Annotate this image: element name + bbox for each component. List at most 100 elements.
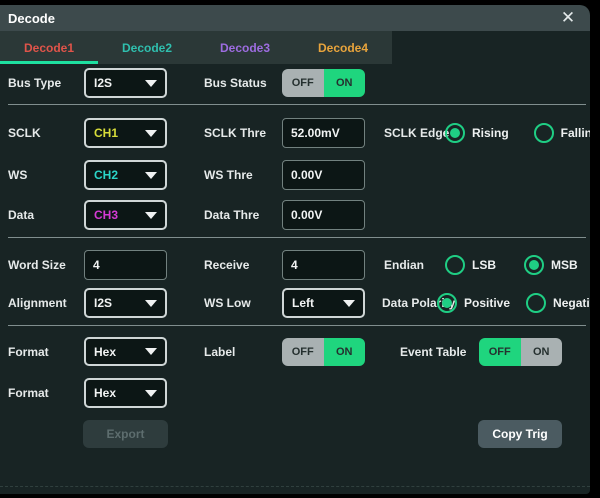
- chevron-down-icon: [145, 129, 157, 137]
- msb-label: MSB: [551, 258, 578, 272]
- radio-icon: [437, 293, 457, 313]
- data-thre-label: Data Thre: [204, 208, 260, 222]
- bus-status-toggle: OFF ON: [282, 69, 365, 97]
- sclk-edge-label: SCLK Edge: [384, 126, 450, 140]
- word-size-input[interactable]: [84, 250, 167, 280]
- export-button[interactable]: Export: [83, 420, 168, 448]
- data-thre-input[interactable]: [282, 200, 365, 230]
- format2-value: Hex: [94, 386, 117, 400]
- chevron-down-icon: [343, 299, 355, 307]
- ws-low-label: WS Low: [204, 296, 251, 310]
- endian-radios: LSB MSB: [445, 250, 578, 280]
- radio-icon: [445, 123, 465, 143]
- bus-status-on[interactable]: ON: [323, 69, 365, 97]
- graticule-hline: [0, 486, 590, 487]
- data-polarity-radios: Positive Negative: [437, 288, 590, 318]
- event-table-on[interactable]: ON: [520, 338, 562, 366]
- radio-icon: [524, 255, 544, 275]
- tab-decode3-label: Decode3: [219, 40, 271, 55]
- label-on[interactable]: ON: [323, 338, 365, 366]
- sclk-edge-rising-radio[interactable]: Rising: [445, 123, 509, 143]
- active-tab-underline: [0, 61, 98, 64]
- sclk-label: SCLK: [8, 126, 41, 140]
- tab-decode3[interactable]: Decode3: [196, 31, 294, 64]
- chevron-down-icon: [145, 79, 157, 87]
- tab-underline: [294, 61, 392, 64]
- sclk-value: CH1: [94, 126, 119, 140]
- alignment-dropdown[interactable]: I2S: [84, 288, 167, 318]
- radio-icon: [445, 255, 465, 275]
- word-size-label: Word Size: [8, 258, 66, 272]
- negative-label: Negative: [553, 296, 590, 310]
- bus-status-off[interactable]: OFF: [282, 69, 324, 97]
- divider: [8, 325, 586, 326]
- tab-decode1-label: Decode1: [23, 40, 75, 55]
- tab-decode4-label: Decode4: [317, 40, 369, 55]
- endian-msb-radio[interactable]: MSB: [524, 255, 578, 275]
- format2-dropdown[interactable]: Hex: [84, 378, 167, 408]
- ws-thre-label: WS Thre: [204, 168, 253, 182]
- alignment-label: Alignment: [8, 296, 67, 310]
- chevron-down-icon: [145, 211, 157, 219]
- sclk-thre-input[interactable]: [282, 118, 365, 148]
- lsb-label: LSB: [472, 258, 496, 272]
- tab-decode4[interactable]: Decode4: [294, 31, 392, 64]
- chevron-down-icon: [145, 389, 157, 397]
- bus-type-label: Bus Type: [8, 76, 62, 90]
- data-polarity-positive-radio[interactable]: Positive: [437, 293, 510, 313]
- event-table-toggle: OFF ON: [479, 338, 562, 366]
- format-dropdown[interactable]: Hex: [84, 337, 167, 366]
- alignment-value: I2S: [94, 296, 113, 310]
- tab-decode2[interactable]: Decode2: [98, 31, 196, 64]
- data-dropdown[interactable]: CH3: [84, 200, 167, 230]
- endian-lsb-radio[interactable]: LSB: [445, 255, 496, 275]
- data-value: CH3: [94, 208, 119, 222]
- label-toggle-label: Label: [204, 345, 236, 359]
- tab-underline: [196, 61, 294, 64]
- chevron-down-icon: [145, 348, 157, 355]
- label-toggle: OFF ON: [282, 338, 365, 366]
- positive-label: Positive: [464, 296, 511, 310]
- receive-input[interactable]: [282, 250, 365, 280]
- decode-dialog: Decode ✕ Decode1 Decode2 Decode3 Decode4…: [0, 5, 590, 494]
- receive-label: Receive: [204, 258, 250, 272]
- ws-low-value: Left: [292, 296, 314, 310]
- radio-icon: [526, 293, 547, 313]
- chevron-down-icon: [145, 171, 157, 179]
- sclk-thre-label: SCLK Thre: [204, 126, 267, 140]
- chevron-down-icon: [145, 299, 157, 307]
- tab-decode2-label: Decode2: [121, 40, 173, 55]
- data-label: Data: [8, 208, 35, 222]
- sclk-edge-falling-radio[interactable]: Falling: [533, 123, 590, 143]
- title-bar: Decode ✕: [0, 5, 590, 31]
- event-table-off[interactable]: OFF: [479, 338, 521, 366]
- divider: [8, 237, 586, 238]
- rising-label: Rising: [472, 126, 509, 140]
- close-icon[interactable]: ✕: [560, 8, 576, 27]
- ws-low-dropdown[interactable]: Left: [282, 288, 365, 318]
- event-table-label: Event Table: [400, 345, 467, 359]
- ws-value: CH2: [94, 168, 119, 182]
- ws-label: WS: [8, 168, 28, 182]
- data-polarity-negative-radio[interactable]: Negative: [526, 293, 590, 313]
- dialog-title: Decode: [8, 10, 55, 26]
- bus-status-label: Bus Status: [204, 76, 267, 90]
- sclk-dropdown[interactable]: CH1: [84, 118, 167, 148]
- endian-label: Endian: [384, 258, 425, 272]
- format-label: Format: [8, 345, 49, 359]
- sclk-edge-radios: Rising Falling: [445, 118, 590, 148]
- ws-thre-input[interactable]: [282, 160, 365, 190]
- copy-trig-button[interactable]: Copy Trig: [478, 420, 562, 448]
- ws-dropdown[interactable]: CH2: [84, 160, 167, 190]
- format-value: Hex: [94, 344, 117, 359]
- decode-tabs: Decode1 Decode2 Decode3 Decode4: [0, 31, 392, 64]
- radio-icon: [533, 123, 554, 143]
- tab-decode1[interactable]: Decode1: [0, 31, 98, 64]
- bus-type-dropdown[interactable]: I2S: [84, 68, 167, 98]
- format2-label: Format: [8, 386, 49, 400]
- label-off[interactable]: OFF: [282, 338, 324, 366]
- tab-underline: [98, 61, 196, 64]
- bus-type-value: I2S: [94, 76, 113, 90]
- falling-label: Falling: [560, 126, 590, 140]
- divider: [8, 104, 586, 105]
